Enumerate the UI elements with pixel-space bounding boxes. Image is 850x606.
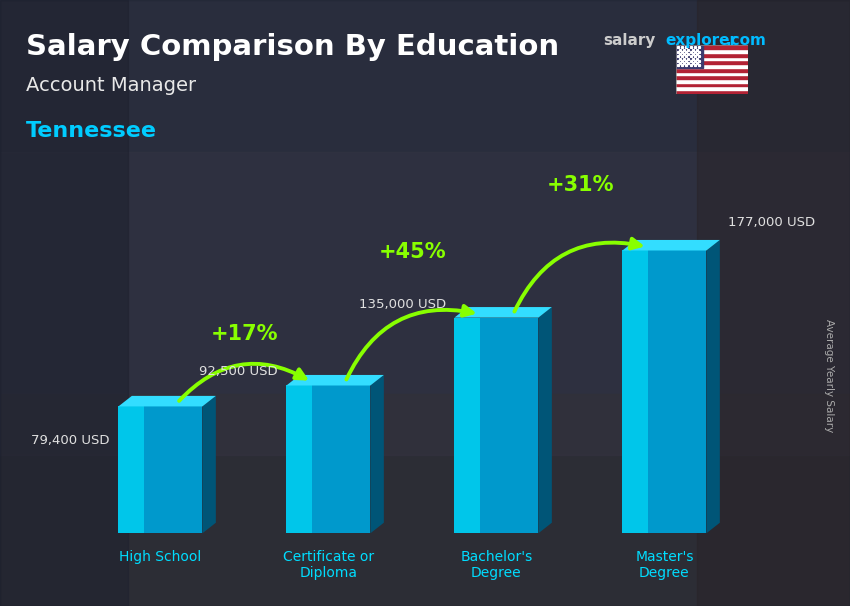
Bar <box>676 53 748 56</box>
Text: .com: .com <box>726 33 767 48</box>
Bar <box>676 68 748 72</box>
Polygon shape <box>286 385 312 533</box>
Polygon shape <box>538 307 552 533</box>
Text: Account Manager: Account Manager <box>26 76 196 95</box>
Polygon shape <box>706 240 720 533</box>
Text: Tennessee: Tennessee <box>26 121 156 141</box>
Text: 177,000 USD: 177,000 USD <box>728 216 815 230</box>
Polygon shape <box>455 318 538 533</box>
Polygon shape <box>622 250 648 533</box>
Polygon shape <box>118 407 202 533</box>
Polygon shape <box>455 318 479 533</box>
FancyArrowPatch shape <box>179 364 305 401</box>
Bar <box>676 79 748 83</box>
Polygon shape <box>371 375 384 533</box>
Bar <box>676 64 748 68</box>
Bar <box>676 72 748 75</box>
Text: explorer: explorer <box>666 33 738 48</box>
Text: 92,500 USD: 92,500 USD <box>200 365 278 379</box>
Bar <box>676 49 748 53</box>
Text: Average Yearly Salary: Average Yearly Salary <box>824 319 834 432</box>
Bar <box>676 45 703 68</box>
FancyArrowPatch shape <box>514 239 641 311</box>
Bar <box>0 394 850 606</box>
Polygon shape <box>622 240 720 250</box>
Text: +45%: +45% <box>378 242 446 262</box>
Text: 135,000 USD: 135,000 USD <box>359 298 446 310</box>
Polygon shape <box>286 385 371 533</box>
Bar <box>676 45 748 49</box>
Text: 79,400 USD: 79,400 USD <box>31 434 110 447</box>
Bar <box>0 0 128 606</box>
Bar <box>697 0 850 606</box>
Polygon shape <box>118 407 144 533</box>
Text: salary: salary <box>604 33 656 48</box>
Bar <box>676 87 748 90</box>
Polygon shape <box>455 307 552 318</box>
Text: Salary Comparison By Education: Salary Comparison By Education <box>26 33 558 61</box>
Polygon shape <box>622 250 706 533</box>
Bar <box>676 56 748 61</box>
FancyArrowPatch shape <box>346 306 473 379</box>
Bar <box>676 83 748 87</box>
Polygon shape <box>202 396 216 533</box>
Polygon shape <box>286 375 384 385</box>
Text: +17%: +17% <box>211 324 278 344</box>
Bar <box>676 61 748 64</box>
Text: +31%: +31% <box>547 175 615 195</box>
Bar <box>0 152 850 454</box>
Polygon shape <box>118 396 216 407</box>
Bar <box>676 90 748 94</box>
Bar <box>676 75 748 79</box>
